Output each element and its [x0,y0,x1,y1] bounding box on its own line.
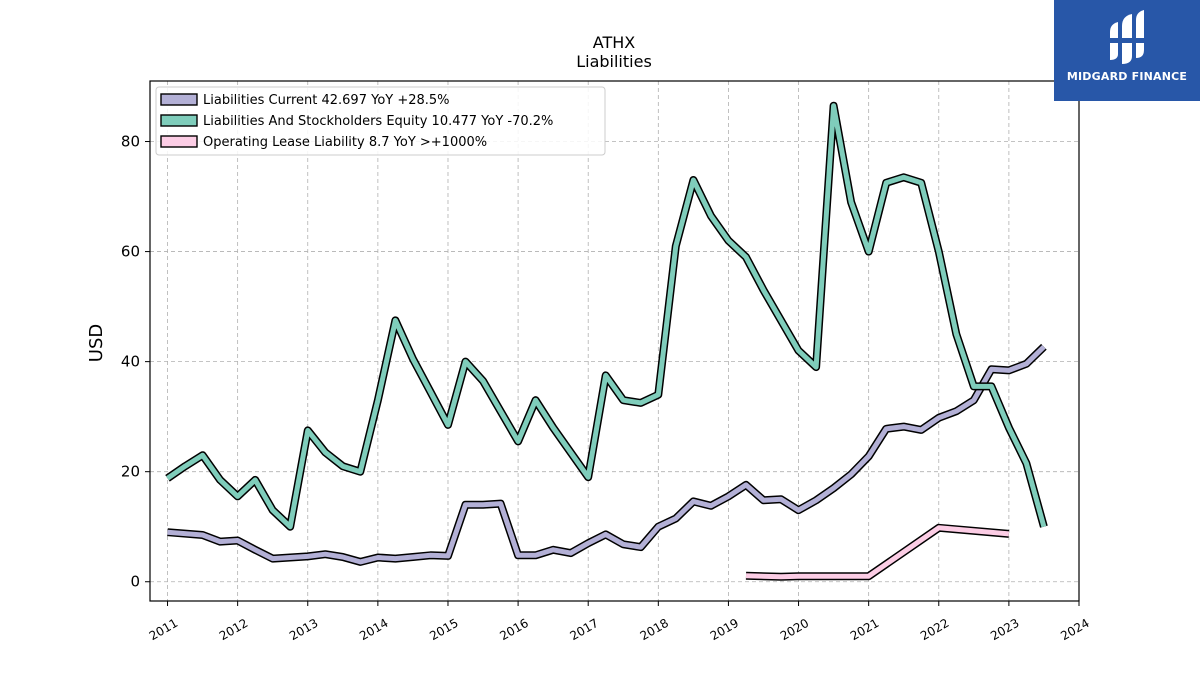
x-tick-label: 2014 [357,616,390,643]
x-tick-label: 2011 [147,616,180,643]
legend-entry: Liabilities Current 42.697 YoY +28.5% [203,93,450,108]
legend-box [155,86,606,156]
x-tick-label: 2023 [988,616,1021,643]
series-layer [165,101,1048,581]
x-tick-label: 2015 [427,616,460,643]
x-tick-label: 2022 [918,616,951,643]
y-tick-label: 80 [121,133,140,151]
legend-entry: Liabilities And Stockholders Equity 10.4… [203,114,553,129]
y-tick-label: 20 [121,463,140,481]
y-tick-label: 60 [121,243,140,261]
y-axis-label: USD [86,324,107,362]
x-tick-label: 2024 [1058,616,1091,643]
legend-swatch [160,93,198,106]
legend-entry: Operating Lease Liability 8.7 YoY >+1000… [203,135,487,150]
plot-frame [149,80,1080,602]
series-3-line [745,525,1010,580]
x-tick-label: 2021 [848,616,881,643]
x-tick-label: 2013 [287,616,320,643]
x-tick-label: 2012 [217,616,250,643]
chart-title: ATHX [593,33,636,52]
x-tick-label: 2018 [638,616,671,643]
series-2-outline [165,101,1048,531]
chart-subtitle: Liabilities [576,52,652,71]
midgard-logo-icon [1108,10,1146,64]
legend-swatch [160,135,198,148]
x-tick-label: 2020 [778,616,811,643]
logo-text: MIDGARD FINANCE [1066,70,1188,83]
series-1-line [167,345,1046,565]
x-tick-label: 2016 [497,616,530,643]
y-tick-label: 0 [130,573,140,591]
x-tick-label: 2017 [567,616,600,643]
grid [150,81,1080,601]
series-2-line [166,103,1047,530]
x-tick-label: 2019 [708,616,741,643]
y-tick-label: 40 [121,353,140,371]
legend-swatch [160,114,198,127]
legend: Liabilities Current 42.697 YoY +28.5% Lia… [155,86,606,156]
brand-logo: MIDGARD FINANCE [1054,0,1200,101]
